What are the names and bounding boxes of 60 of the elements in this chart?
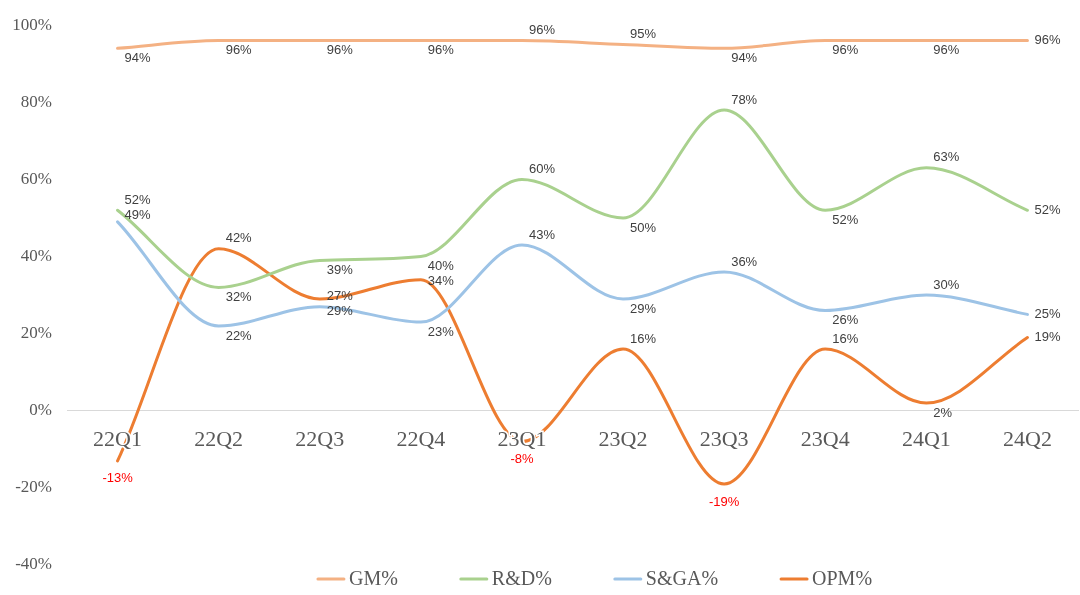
y-tick-label: 100% <box>12 14 52 34</box>
data-label: 96% <box>933 42 960 58</box>
data-label: 52% <box>832 211 859 227</box>
legend-label: GM% <box>348 567 398 590</box>
data-label: 26% <box>832 312 859 328</box>
data-label: 43% <box>528 226 556 242</box>
data-label: 23% <box>427 323 455 339</box>
data-label: 96% <box>1034 32 1061 48</box>
y-tick-label: 80% <box>20 91 52 111</box>
data-label: 36% <box>731 253 758 269</box>
data-label: 63% <box>933 149 960 165</box>
data-label: 16% <box>832 330 859 346</box>
data-label: 96% <box>528 22 556 38</box>
x-tick-label: 24Q1 <box>901 425 951 451</box>
data-label: 96% <box>326 42 354 58</box>
x-tick-label: 23Q2 <box>598 425 648 451</box>
data-label: 94% <box>124 49 152 65</box>
data-label: 29% <box>630 300 657 316</box>
data-label: 50% <box>630 219 657 235</box>
data-label: 96% <box>832 42 859 58</box>
data-label: 52% <box>124 191 152 207</box>
data-label: 22% <box>225 327 253 343</box>
data-label: 16% <box>630 330 657 346</box>
data-label: 96% <box>427 42 455 58</box>
data-label: 25% <box>1034 305 1061 321</box>
data-label: -8% <box>510 451 534 467</box>
data-label: 78% <box>731 91 758 107</box>
legend-label: R&D% <box>491 567 552 590</box>
x-tick-label: 24Q2 <box>1003 425 1052 451</box>
data-label: 52% <box>1034 201 1061 217</box>
data-label: 29% <box>326 303 354 319</box>
x-tick-label: 23Q3 <box>699 425 749 451</box>
y-tick-label: -20% <box>15 477 52 497</box>
data-label: 34% <box>427 273 455 289</box>
legend-label: S&GA% <box>645 567 719 590</box>
x-tick-label: 22Q2 <box>194 425 244 451</box>
data-label: 60% <box>528 161 556 177</box>
legend-label: OPM% <box>812 567 873 590</box>
data-label: 19% <box>1034 329 1061 345</box>
data-label: 95% <box>630 26 657 42</box>
data-label: 42% <box>225 230 253 246</box>
y-tick-label: 0% <box>29 400 52 420</box>
data-label: 94% <box>731 49 758 65</box>
data-label: -13% <box>102 470 134 486</box>
data-label: -19% <box>708 493 740 509</box>
data-label: 96% <box>225 42 253 58</box>
line-series <box>116 108 1029 289</box>
data-label: 49% <box>124 206 152 222</box>
x-tick-label: 22Q4 <box>396 425 446 451</box>
y-tick-label: 20% <box>20 323 52 343</box>
data-label: 39% <box>326 261 354 277</box>
x-tick-label: 22Q3 <box>295 425 345 451</box>
data-label: 32% <box>225 288 253 304</box>
data-label: 30% <box>933 276 960 292</box>
y-tick-label: -40% <box>15 554 52 574</box>
y-tick-label: 40% <box>20 246 52 266</box>
data-label: 40% <box>427 258 455 274</box>
data-label: 2% <box>933 404 953 420</box>
x-tick-label: 23Q4 <box>800 425 850 451</box>
y-tick-label: 60% <box>20 168 52 188</box>
